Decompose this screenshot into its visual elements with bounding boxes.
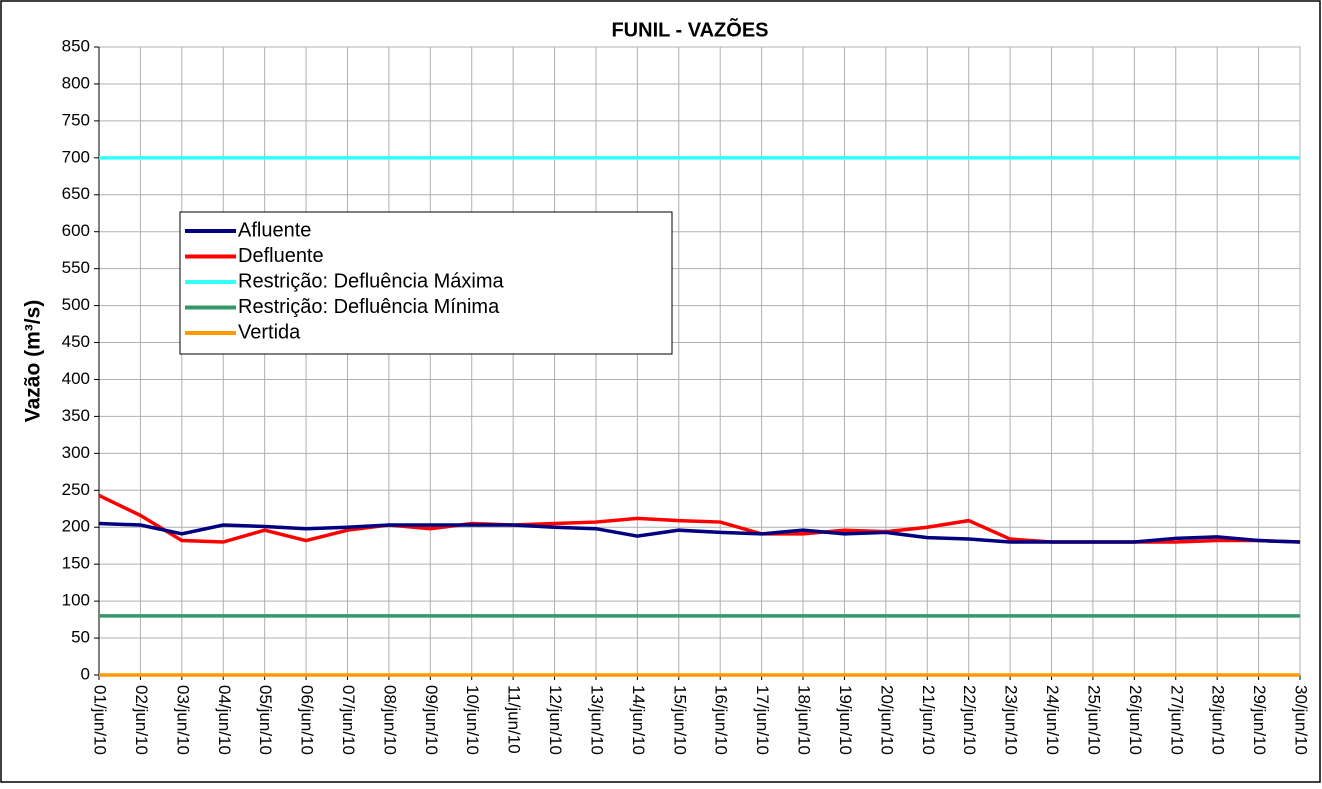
y-tick-label: 550 xyxy=(62,258,90,277)
y-tick-label: 600 xyxy=(62,221,90,240)
y-axis-label: Vazão (m³/s) xyxy=(22,300,45,423)
y-tick-label: 500 xyxy=(62,295,90,314)
x-tick-label: 22/jun/10 xyxy=(960,685,979,755)
x-tick-label: 25/jun/10 xyxy=(1084,685,1103,755)
x-tick-label: 29/jun/10 xyxy=(1250,685,1269,755)
x-tick-label: 28/jun/10 xyxy=(1209,685,1228,755)
x-tick-label: 11/jun/10 xyxy=(505,685,524,754)
y-tick-label: 50 xyxy=(71,628,90,647)
x-tick-label: 30/jun/10 xyxy=(1292,685,1311,755)
x-tick-label: 10/jun/10 xyxy=(463,685,482,755)
legend-label: Afluente xyxy=(238,219,311,241)
x-tick-label: 26/jun/10 xyxy=(1126,685,1145,755)
x-tick-label: 06/jun/10 xyxy=(298,685,317,755)
x-tick-label: 04/jun/10 xyxy=(215,685,234,755)
legend-label: Defluente xyxy=(238,245,324,267)
chart-title: FUNIL - VAZÕES xyxy=(611,17,768,41)
x-tick-label: 12/jun/10 xyxy=(546,685,565,755)
legend-label: Vertida xyxy=(238,321,301,343)
x-tick-label: 08/jun/10 xyxy=(380,685,399,755)
y-tick-label: 850 xyxy=(62,36,90,55)
y-tick-label: 150 xyxy=(62,554,90,573)
x-tick-label: 09/jun/10 xyxy=(422,685,441,755)
y-tick-label: 700 xyxy=(62,147,90,166)
x-tick-label: 02/jun/10 xyxy=(132,685,151,755)
y-tick-label: 300 xyxy=(62,443,90,462)
legend-label: Restrição: Defluência Máxima xyxy=(238,270,505,292)
y-tick-label: 250 xyxy=(62,480,90,499)
x-tick-label: 21/jun/10 xyxy=(919,685,938,755)
x-tick-label: 16/jun/10 xyxy=(712,685,731,755)
plot-area xyxy=(98,46,1301,676)
y-tick-label: 200 xyxy=(62,517,90,536)
x-tick-label: 19/jun/10 xyxy=(836,685,855,755)
x-tick-label: 07/jun/10 xyxy=(339,685,358,755)
x-tick-label: 27/jun/10 xyxy=(1167,685,1186,755)
x-tick-label: 17/jun/10 xyxy=(753,685,772,755)
legend-box xyxy=(179,211,673,355)
series-line xyxy=(98,521,1301,544)
x-tick-label: 13/jun/10 xyxy=(587,685,606,755)
x-tick-label: 15/jun/10 xyxy=(670,685,689,755)
x-tick-label: 14/jun/10 xyxy=(629,685,648,755)
y-tick-label: 400 xyxy=(62,369,90,388)
y-tick-label: 350 xyxy=(62,406,90,425)
x-tick-label: 05/jun/10 xyxy=(256,685,275,755)
x-tick-label: 01/jun/10 xyxy=(91,685,110,755)
y-tick-label: 800 xyxy=(62,73,90,92)
y-tick-label: 100 xyxy=(62,591,90,610)
y-tick-label: 650 xyxy=(62,184,90,203)
x-tick-label: 20/jun/10 xyxy=(877,685,896,755)
x-tick-label: 24/jun/10 xyxy=(1043,685,1062,755)
legend-label: Restrição: Defluência Mínima xyxy=(238,296,500,318)
x-tick-label: 23/jun/10 xyxy=(1002,685,1021,755)
y-tick-label: 0 xyxy=(81,664,90,683)
y-tick-label: 450 xyxy=(62,332,90,351)
x-tick-label: 03/jun/10 xyxy=(173,685,192,755)
x-tick-label: 18/jun/10 xyxy=(795,685,814,755)
y-tick-label: 750 xyxy=(62,110,90,129)
